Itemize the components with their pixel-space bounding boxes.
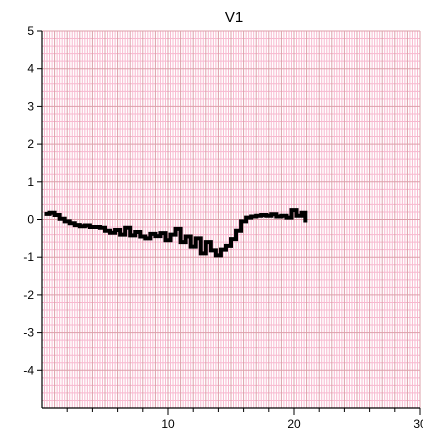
chart-title: V1 [225,9,243,26]
x-tick-label: 20 [287,417,301,431]
x-tick-label: 30 [413,417,423,431]
y-tick-label: 0 [27,213,34,227]
y-tick-label: -3 [23,326,34,340]
major-grid [41,30,421,409]
y-tick-label: 5 [27,24,34,38]
y-axis-ticks: 5 4 3 2 1 0 -1 -2 -3 -4 [23,24,42,377]
x-tick-label: 10 [161,417,175,431]
x-axis-ticks: 10 20 30 [66,408,423,431]
ecg-trace-line [44,208,308,258]
y-tick-label: 1 [27,175,34,189]
y-tick-label: 2 [27,137,34,151]
y-tick-label: -1 [23,250,34,264]
y-tick-label: 3 [27,99,34,113]
y-tick-label: 4 [27,62,34,76]
y-tick-label: -2 [23,288,34,302]
y-tick-label: -4 [23,363,34,377]
